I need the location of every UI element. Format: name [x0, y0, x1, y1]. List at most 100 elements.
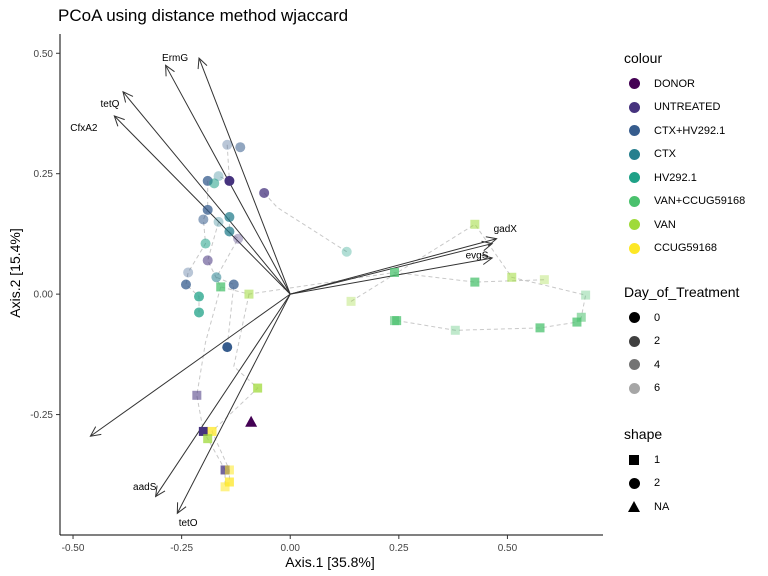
vector-line: [198, 57, 291, 295]
vector-arrowhead: [176, 502, 187, 515]
vector-label: evgS: [466, 251, 489, 262]
data-point: [198, 426, 208, 436]
legend-shape-item: 2: [624, 472, 669, 496]
vector-label: CfxA2: [70, 123, 98, 134]
data-point: [180, 279, 191, 290]
data-point: [470, 219, 480, 229]
legend-label: NA: [654, 500, 670, 513]
legend-key: [624, 97, 644, 117]
y-axis-label: Axis.2 [15.4%]: [7, 228, 23, 318]
legend-colour-item: HV292.1: [624, 166, 745, 190]
data-point: [194, 291, 205, 302]
vector-arrowhead: [113, 115, 125, 127]
legend-label: CTX: [654, 148, 676, 161]
data-point: [224, 226, 235, 237]
legend-label: VAN+CCUG59168: [654, 195, 746, 208]
legend-day: Day_of_Treatment 0 2 4 6: [624, 284, 739, 400]
data-point: [389, 316, 399, 326]
legend-day-item: 6: [624, 377, 739, 401]
legend-day-title: Day_of_Treatment: [624, 284, 740, 300]
data-point: [198, 214, 209, 225]
y-tick-label: 0.25: [34, 169, 54, 180]
legend-key: [624, 308, 644, 328]
legend-shape-title: shape: [624, 426, 663, 442]
data-point: [202, 255, 213, 266]
legend-colour-item: VAN: [624, 213, 745, 237]
legend-label: CTX+HV292.1: [654, 124, 726, 137]
vector-line: [290, 238, 497, 295]
legend-shape: shape 1 2 NA: [624, 426, 669, 519]
vector-label: tetO: [179, 518, 198, 529]
legend-key: [624, 355, 644, 375]
data-point: [213, 216, 224, 227]
vector-arrowhead: [165, 64, 175, 77]
legend-key: [624, 144, 644, 164]
data-point: [211, 272, 222, 283]
legend-key: [624, 497, 644, 517]
data-point: [244, 289, 254, 299]
legend-day-item: 0: [624, 306, 739, 330]
data-point: [341, 246, 352, 257]
vector-line: [176, 293, 291, 514]
data-point: [233, 233, 244, 244]
legend-day-item: 2: [624, 330, 739, 354]
legend-label: 6: [654, 382, 661, 395]
biplot-vectors: ErmG tetQ CfxA2 aadS tetO gadX evgS: [70, 53, 517, 529]
legend-key: [624, 215, 644, 235]
legend-label: HV292.1: [654, 171, 697, 184]
legend-key: [624, 121, 644, 141]
data-point: [224, 465, 234, 475]
axes: -0.50 -0.25 0.00 0.25 0.50 -0.25 0.00 0.25 0.50: [30, 34, 603, 554]
x-tick-label: 0.00: [280, 543, 300, 554]
data-point: [346, 296, 356, 306]
legend-colour-title: colour: [624, 50, 663, 66]
legend-colour-item: CTX+HV292.1: [624, 119, 745, 143]
data-point: [213, 171, 224, 182]
data-point: [183, 267, 194, 278]
x-tick-label: -0.25: [170, 543, 193, 554]
legend-key: [624, 74, 644, 94]
trajectory-path: [396, 320, 577, 331]
data-point: [581, 290, 591, 300]
data-point: [209, 178, 220, 189]
legend-key: [624, 238, 644, 258]
data-point: [572, 317, 582, 327]
data-point: [216, 282, 226, 292]
data-point: [207, 426, 217, 436]
data-point: [576, 312, 586, 322]
legend-colour-item: CTX: [624, 143, 745, 167]
vector-arrowhead: [197, 57, 208, 70]
legend-label: DONOR: [654, 77, 695, 90]
x-tick-label: -0.50: [62, 543, 85, 554]
legend-colour-item: DONOR: [624, 72, 745, 96]
legend-label: VAN: [654, 218, 676, 231]
legend-colour: colour DONOR UNTREATED CTX+HV292.1 CTX HV292…: [624, 50, 745, 260]
vector-line: [90, 293, 291, 437]
vector-label: aadS: [133, 482, 157, 493]
y-tick-label: 0.00: [34, 290, 54, 301]
vector-line: [113, 115, 291, 295]
vector-label: gadX: [494, 224, 518, 235]
legend-key: [624, 191, 644, 211]
data-point: [224, 477, 234, 487]
data-point: [224, 175, 235, 186]
legend-colour-item: CCUG59168: [624, 237, 745, 261]
data-point: [259, 187, 270, 198]
data-point: [235, 142, 246, 153]
chart-title: PCoA using distance method wjaccard: [58, 6, 348, 25]
y-tick-label: 0.50: [34, 49, 54, 60]
trajectory-path: [215, 217, 239, 348]
data-point: [535, 323, 545, 333]
vector-line: [122, 91, 291, 295]
legend-colour-item: VAN+CCUG59168: [624, 190, 745, 214]
data-point: [450, 325, 460, 335]
data-point: [203, 434, 213, 444]
data-point: [245, 415, 258, 427]
legend-key: [624, 378, 644, 398]
data-point: [389, 267, 399, 277]
x-tick-label: 0.50: [498, 543, 518, 554]
x-tick-label: 0.25: [389, 543, 409, 554]
vector-line: [155, 293, 291, 497]
legend-shape-item: 1: [624, 448, 669, 472]
